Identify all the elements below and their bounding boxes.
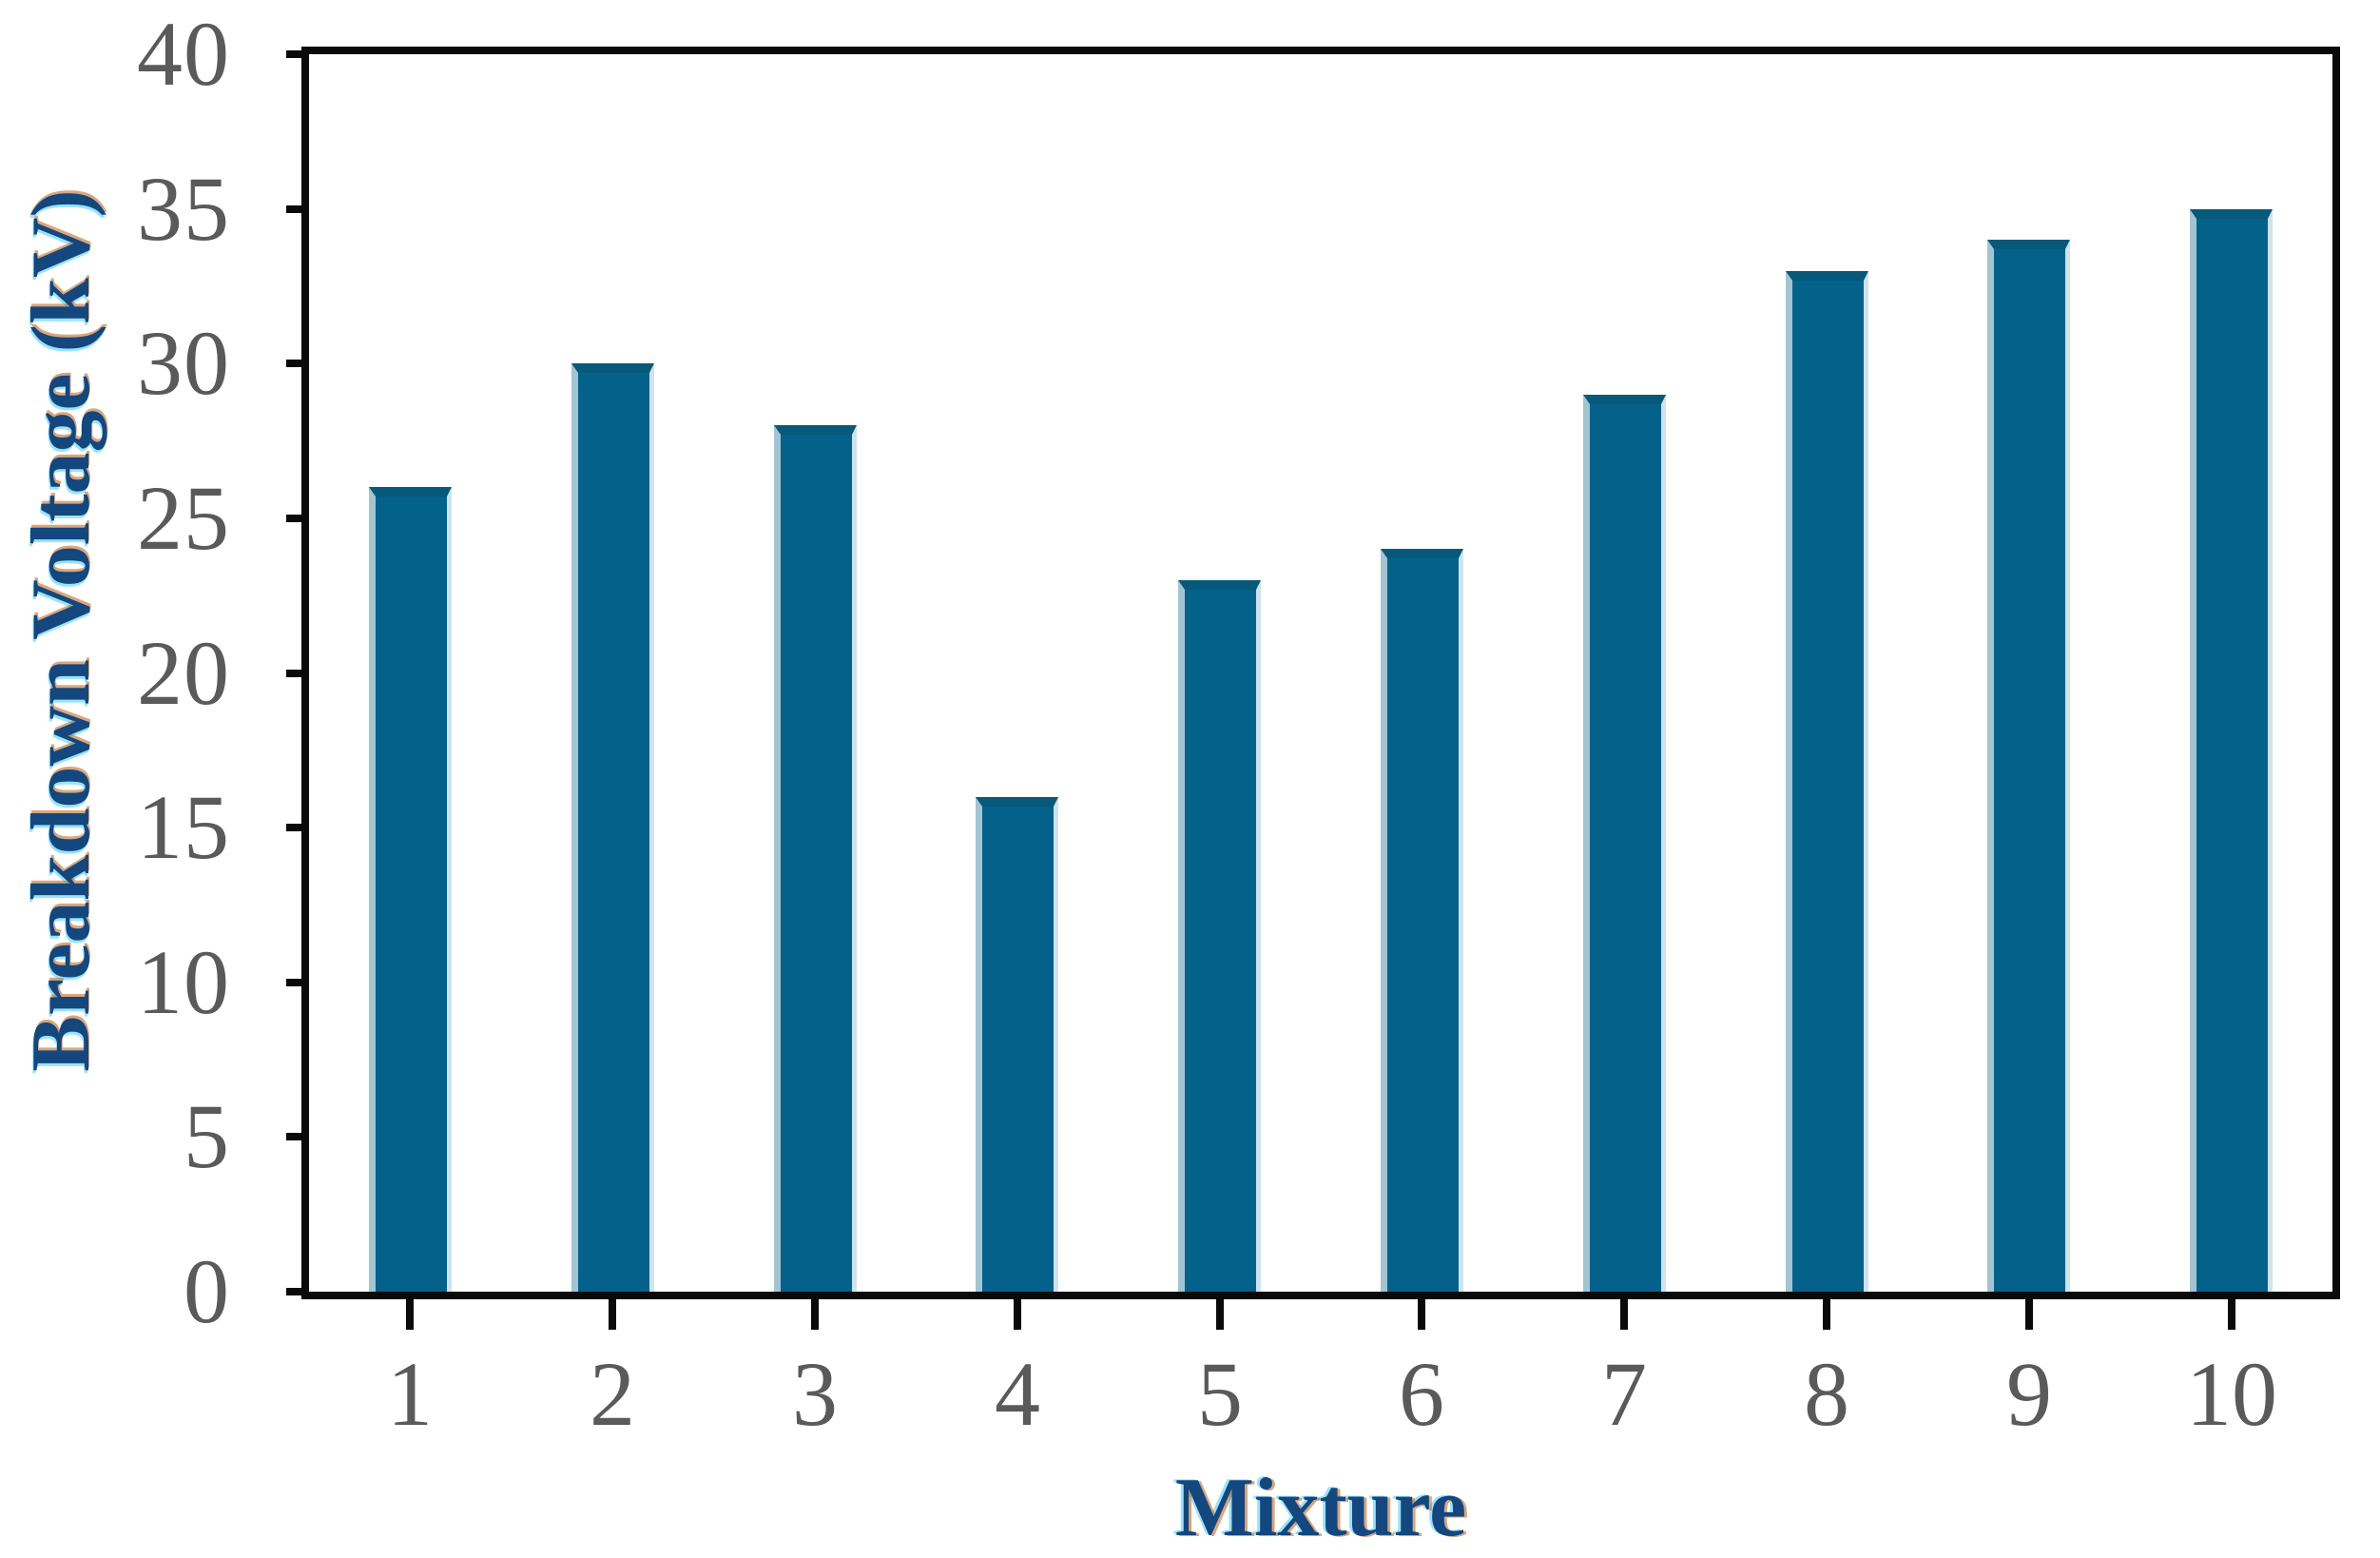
y-tick-mark [286, 205, 309, 213]
x-tick-label: 8 [1804, 1343, 1849, 1445]
y-tick-mark [286, 979, 309, 986]
x-tick-label: 5 [1197, 1343, 1243, 1445]
y-tick-mark [286, 1288, 309, 1295]
y-tick-mark [286, 1133, 309, 1140]
bar-6 [1381, 549, 1463, 1292]
x-tick-mark [1216, 1299, 1224, 1330]
bar-2 [571, 363, 654, 1292]
y-tick-mark [286, 360, 309, 367]
x-tick-label: 6 [1399, 1343, 1444, 1445]
bar-7 [1583, 395, 1666, 1292]
x-tick-mark [1823, 1299, 1830, 1330]
y-tick-mark [286, 670, 309, 677]
y-tick-label: 15 [137, 776, 230, 878]
y-tick-label: 20 [137, 622, 230, 724]
x-axis-title: Mixture [1174, 1462, 1467, 1554]
x-tick-mark [2025, 1299, 2033, 1330]
y-tick-label: 25 [137, 467, 230, 569]
y-tick-label: 40 [137, 3, 230, 105]
bar-5 [1178, 580, 1261, 1292]
x-tick-mark [406, 1299, 414, 1330]
bar-3 [774, 425, 857, 1292]
x-tick-mark [811, 1299, 819, 1330]
bar-1 [369, 487, 452, 1292]
y-tick-mark [286, 824, 309, 831]
bar-8 [1786, 271, 1868, 1292]
x-tick-mark [1620, 1299, 1628, 1330]
y-tick-label: 0 [184, 1240, 230, 1342]
y-tick-label: 10 [137, 931, 230, 1033]
x-tick-label: 3 [792, 1343, 838, 1445]
y-tick-mark [286, 50, 309, 58]
y-tick-label: 35 [137, 158, 230, 260]
x-tick-label: 7 [1601, 1343, 1647, 1445]
x-tick-label: 2 [590, 1343, 635, 1445]
y-tick-label: 30 [137, 312, 230, 414]
x-tick-mark [2228, 1299, 2235, 1330]
y-tick-mark [286, 515, 309, 522]
x-tick-label: 4 [995, 1343, 1040, 1445]
bar-9 [1987, 240, 2070, 1292]
x-tick-mark [609, 1299, 616, 1330]
x-tick-mark [1418, 1299, 1425, 1330]
x-tick-mark [1014, 1299, 1021, 1330]
bar-10 [2190, 209, 2273, 1292]
x-tick-label: 9 [2006, 1343, 2052, 1445]
x-tick-label: 10 [2186, 1343, 2277, 1445]
x-tick-label: 1 [387, 1343, 433, 1445]
bar-4 [976, 797, 1058, 1292]
y-tick-label: 5 [184, 1085, 230, 1187]
